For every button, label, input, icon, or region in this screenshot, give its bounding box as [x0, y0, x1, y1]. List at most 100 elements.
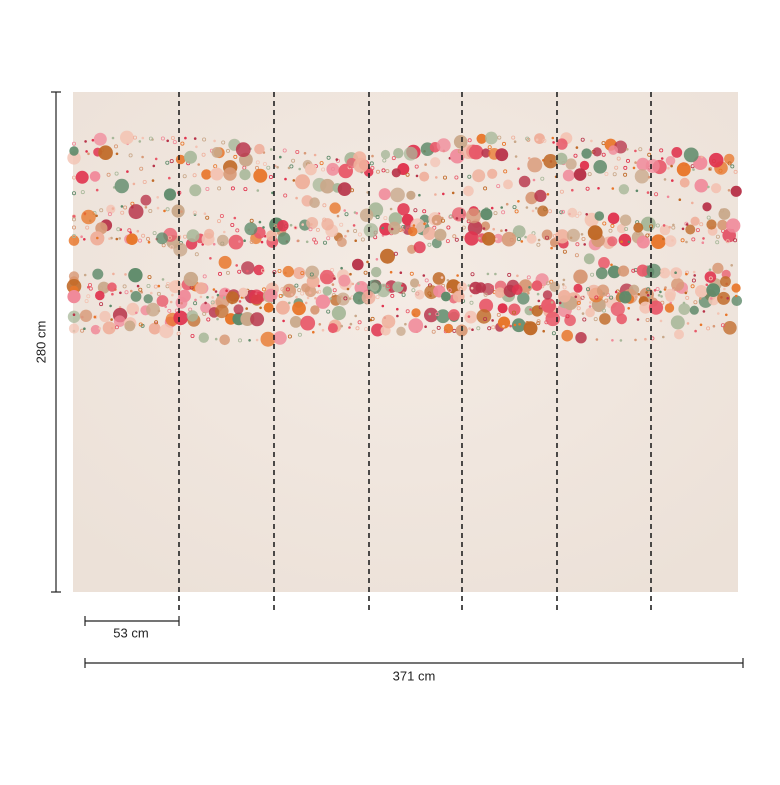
dot: [214, 290, 218, 293]
dot: [664, 286, 667, 289]
dot: [424, 278, 429, 283]
dot: [331, 283, 335, 286]
dot: [511, 135, 516, 140]
dot: [230, 186, 235, 191]
dot: [355, 211, 359, 215]
dot: [536, 319, 541, 324]
dot: [541, 229, 553, 241]
dot: [405, 309, 410, 314]
dot: [211, 296, 214, 299]
dot: [655, 287, 660, 292]
dot: [167, 235, 172, 240]
dot: [562, 278, 566, 282]
dot: [381, 314, 396, 329]
dot: [238, 287, 249, 298]
dot: [95, 188, 99, 192]
dot: [566, 228, 581, 242]
dot: [233, 154, 238, 159]
dot: [708, 276, 713, 281]
dot: [111, 292, 114, 296]
dot: [671, 179, 674, 182]
dot: [306, 217, 319, 229]
dot: [279, 155, 282, 159]
dot: [163, 188, 177, 201]
dot: [531, 209, 535, 213]
dot: [536, 292, 540, 296]
dot: [85, 225, 90, 230]
dot: [494, 287, 506, 299]
dot: [577, 211, 582, 216]
dot: [317, 289, 322, 294]
dot: [168, 280, 182, 294]
dot: [448, 309, 460, 321]
dot: [195, 145, 198, 149]
total-width-label: 371 cm: [393, 668, 436, 683]
dot: [647, 175, 651, 179]
dot: [470, 272, 475, 277]
dot: [573, 269, 588, 284]
dot: [695, 285, 708, 298]
dot: [226, 291, 239, 304]
dot: [476, 133, 487, 144]
dot: [284, 177, 287, 181]
dot: [156, 291, 161, 296]
dot: [441, 291, 451, 302]
dot: [422, 227, 436, 240]
dot: [693, 300, 698, 305]
dot: [83, 327, 86, 331]
dot: [555, 152, 568, 165]
dot: [518, 175, 531, 188]
dot: [487, 326, 492, 331]
dot: [219, 334, 230, 346]
dot: [380, 248, 395, 264]
dot: [135, 311, 138, 315]
dot: [120, 130, 134, 145]
dot: [235, 142, 251, 158]
dot: [206, 317, 211, 322]
dot: [195, 282, 207, 295]
dot: [120, 210, 125, 215]
dot: [339, 222, 344, 227]
height-label: 280 cm: [33, 321, 48, 364]
dot: [209, 257, 212, 260]
dot: [330, 166, 335, 171]
dot: [223, 167, 237, 181]
dot: [128, 204, 144, 220]
dot: [277, 232, 291, 245]
dot: [363, 270, 368, 275]
dot: [95, 214, 98, 218]
dot: [165, 160, 170, 165]
dot: [124, 273, 127, 276]
dot: [169, 300, 173, 304]
dot: [258, 220, 262, 224]
dot: [542, 329, 545, 333]
dot: [201, 243, 204, 246]
dot: [292, 301, 306, 316]
dot: [110, 236, 113, 240]
dot: [616, 156, 621, 161]
dot: [670, 315, 685, 330]
dot: [306, 296, 310, 300]
dot: [157, 284, 161, 288]
dot: [645, 233, 650, 238]
dot: [720, 208, 725, 213]
dot: [404, 322, 407, 326]
dot: [113, 315, 126, 328]
dot: [409, 271, 414, 276]
dot: [219, 213, 224, 218]
dot: [84, 299, 89, 304]
dot: [282, 265, 294, 278]
dot: [674, 329, 684, 340]
dot: [625, 291, 630, 296]
dot: [536, 321, 541, 326]
dot: [634, 169, 650, 184]
dot: [201, 152, 206, 157]
dot: [98, 327, 102, 330]
dot: [665, 156, 676, 166]
dot: [463, 185, 474, 197]
dot: [715, 234, 720, 239]
dot: [359, 208, 374, 222]
dot: [663, 178, 667, 181]
dot: [659, 319, 663, 323]
dot: [497, 135, 502, 140]
